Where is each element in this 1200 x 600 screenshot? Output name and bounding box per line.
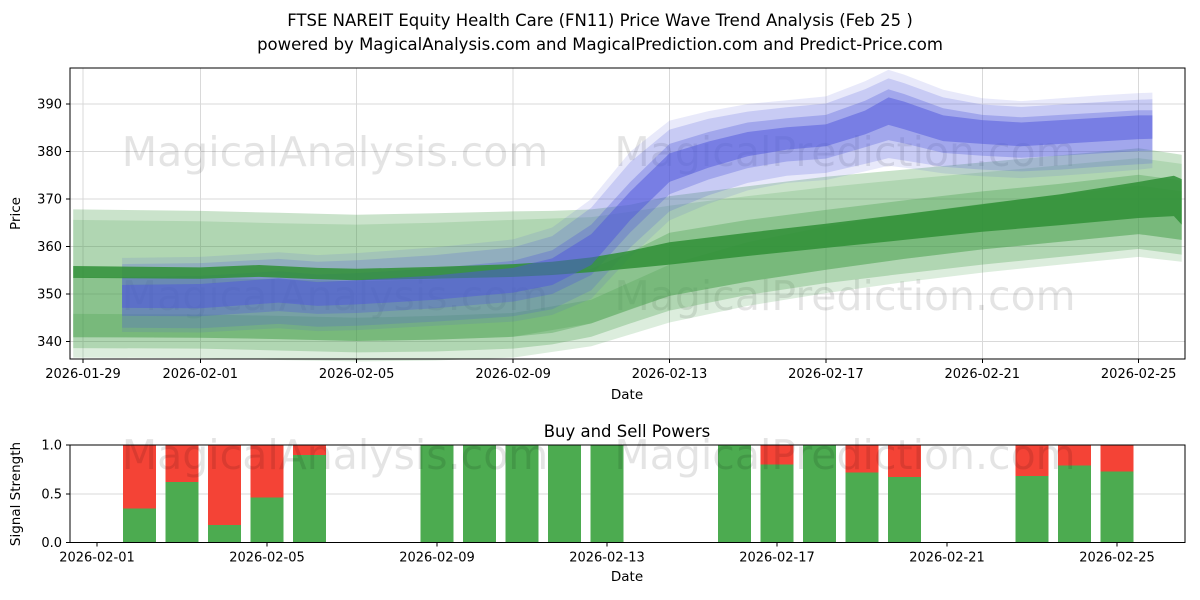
price-yaxis-label: Price <box>8 197 24 230</box>
signal-yaxis-label: Signal Strength <box>8 442 24 546</box>
buy-bar <box>548 445 581 543</box>
price-chart: MagicalAnalysis.com MagicalPrediction.com… <box>37 67 1186 382</box>
sell-bar <box>250 445 284 498</box>
buy-bar <box>803 445 836 543</box>
xtick-label: 2026-02-17 <box>739 551 815 566</box>
ytick-label: 360 <box>37 240 62 255</box>
xtick-label: 2026-02-05 <box>319 367 395 382</box>
sell-bar <box>165 445 199 483</box>
sell-bar <box>208 445 241 525</box>
xtick-label: 2026-02-01 <box>59 551 135 566</box>
sell-bar <box>123 445 156 509</box>
buy-bar <box>293 454 326 543</box>
ytick-label: 0.0 <box>41 536 62 551</box>
watermark-text: MagicalAnalysis.com <box>122 431 549 479</box>
buy-bar <box>505 445 539 543</box>
buy-bar <box>718 445 751 543</box>
watermark-text: MagicalPrediction.com <box>614 431 1075 479</box>
sell-bar <box>1100 445 1134 472</box>
xtick-label: 2026-02-17 <box>788 367 864 382</box>
signal-chart: MagicalAnalysis.com MagicalPrediction.com… <box>41 431 1186 566</box>
buy-bar <box>123 508 156 543</box>
xtick-label: 2026-02-13 <box>569 551 645 566</box>
ytick-label: 380 <box>37 145 62 160</box>
price-band-green-wave-core <box>73 175 1182 281</box>
sell-bar <box>760 445 794 465</box>
xtick-label: 2026-02-09 <box>475 367 551 382</box>
figure-title-line2: powered by MagicalAnalysis.com and Magic… <box>257 35 943 54</box>
price-axes-frame <box>69 67 1186 360</box>
xtick-label: 2026-02-09 <box>399 551 475 566</box>
sell-bar <box>888 445 921 478</box>
buy-bar <box>250 497 284 543</box>
xtick-label: 2026-02-21 <box>909 551 985 566</box>
buy-bar <box>165 482 199 543</box>
buy-bar <box>888 477 921 543</box>
buy-bar <box>1100 471 1134 543</box>
watermark-text: MagicalAnalysis.com <box>122 128 549 176</box>
signal-xaxis-label: Date <box>611 569 643 585</box>
xtick-label: 2026-02-01 <box>163 367 239 382</box>
ytick-label: 340 <box>37 335 62 350</box>
buy-bar <box>420 445 454 543</box>
price-band-blue-wave-core <box>122 97 1153 309</box>
xtick-label: 2026-01-29 <box>45 367 121 382</box>
xtick-label: 2026-02-21 <box>945 367 1021 382</box>
sell-bar <box>1015 445 1049 477</box>
buy-bar <box>590 445 624 543</box>
buy-bar <box>1015 476 1049 543</box>
sell-bar <box>293 445 326 455</box>
ytick-label: 390 <box>37 98 62 113</box>
signal-chart-title: Buy and Sell Powers <box>544 422 711 441</box>
xtick-label: 2026-02-25 <box>1079 551 1155 566</box>
sell-bar <box>1058 445 1091 466</box>
ytick-label: 0.5 <box>41 487 62 502</box>
price-xaxis-label: Date <box>611 387 643 403</box>
buy-bar <box>845 472 879 543</box>
ytick-label: 350 <box>37 288 62 303</box>
buy-bar <box>463 445 496 543</box>
xtick-label: 2026-02-25 <box>1101 367 1177 382</box>
ytick-label: 1.0 <box>41 439 62 454</box>
watermark-text: MagicalPrediction.com <box>614 272 1075 320</box>
buy-bar <box>1058 465 1091 543</box>
buy-bar <box>760 464 794 543</box>
sell-bar <box>845 445 879 473</box>
xtick-label: 2026-02-05 <box>229 551 305 566</box>
ytick-label: 370 <box>37 193 62 208</box>
xtick-label: 2026-02-13 <box>632 367 708 382</box>
buy-bar <box>208 524 241 543</box>
figure-title-line1: FTSE NAREIT Equity Health Care (FN11) Pr… <box>287 11 913 30</box>
figure-title: FTSE NAREIT Equity Health Care (FN11) Pr… <box>257 11 943 54</box>
